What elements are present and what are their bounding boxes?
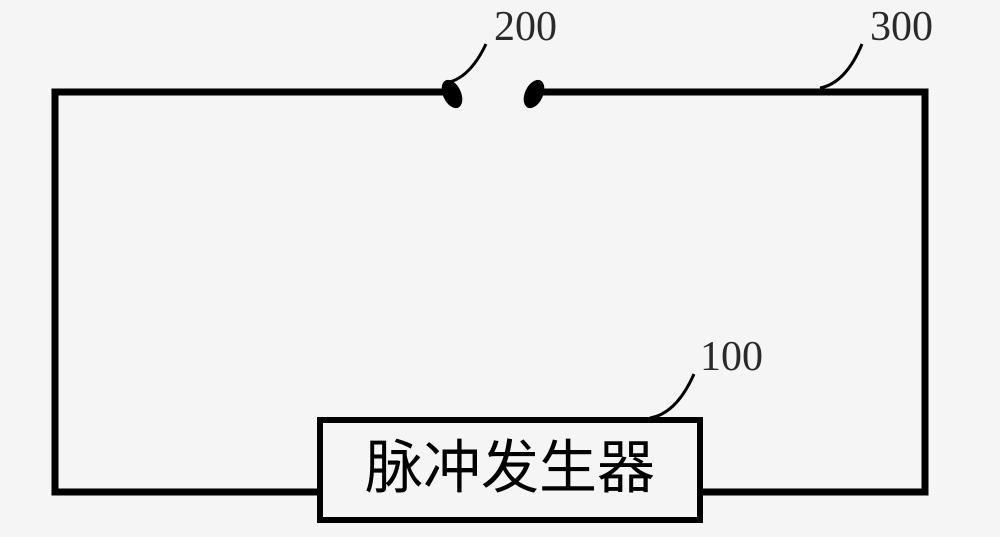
circuit-top-gap — [452, 85, 534, 99]
callout-200-text: 200 — [494, 4, 557, 50]
callout-100-text: 100 — [700, 334, 763, 380]
pulse-generator-label: 脉冲发生器 — [365, 435, 655, 500]
callout-300-text: 300 — [870, 4, 933, 50]
